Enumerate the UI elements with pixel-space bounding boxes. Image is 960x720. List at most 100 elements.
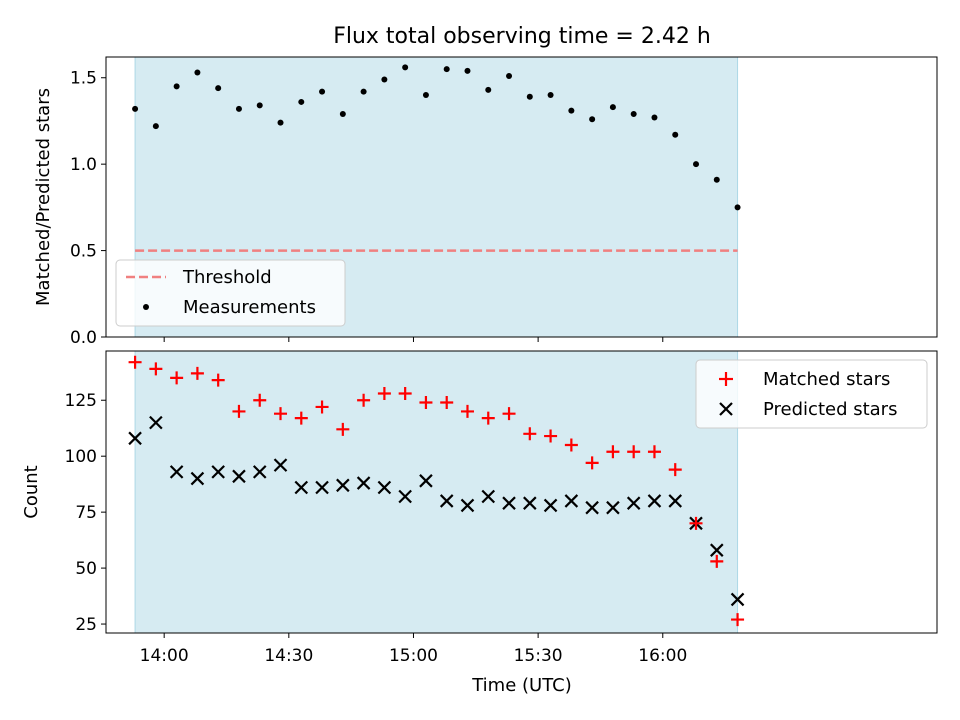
measurement-point [672,131,679,138]
matched-star-point [377,387,391,401]
measurement-point [360,88,367,95]
matched-star-point [606,445,620,459]
matched-star-point [190,366,204,380]
matched-star-point [544,429,558,443]
matched-star-point [232,404,246,418]
predicted-star-point [232,469,246,484]
measurement-point [194,69,201,76]
predicted-star-point [502,496,516,510]
matched-star-point [336,422,350,436]
legend-measurements-label: Measurements [183,297,316,318]
chart-title: Flux total observing time = 2.42 h [333,24,711,49]
y-tick-label: 1.5 [70,69,97,89]
predicted-star-point [377,480,392,495]
predicted-star-point [169,465,184,479]
predicted-star-point [294,480,309,495]
legend-matched-swatch [719,372,733,386]
top-y-axis: 0.0 0.5 1.0 1.5 [70,69,106,348]
matched-star-point [564,438,578,452]
y-tick-label: 125 [65,391,97,411]
measurement-point [734,204,741,211]
matched-star-point [627,445,641,459]
y-tick-label: 75 [75,503,97,523]
measurement-point [152,123,159,130]
bottom-legend: Matched stars Predicted stars [695,359,928,429]
measurement-point [235,105,242,112]
top-axes-frame [105,56,938,338]
x-tick-label: 16:00 [638,646,687,666]
measurement-point [422,92,429,99]
x-tick-label: 15:00 [389,646,438,666]
matched-star-point [523,427,537,441]
measurement-points [132,64,741,211]
predicted-star-point [336,478,350,493]
matched-star-point [481,411,495,425]
measurement-point [506,73,513,80]
measurement-point [443,66,450,73]
measurement-point [298,98,305,105]
bottom-axes-frame [105,350,938,634]
matched-star-point [294,411,308,425]
matched-star-point [502,407,516,421]
predicted-star-point [398,489,412,504]
measurement-point [464,67,471,74]
y-tick-label: 1.0 [70,155,97,175]
measurement-point [402,64,409,71]
predicted-star-point [356,476,371,490]
legend-predicted-label: Predicted stars [763,399,897,420]
predicted-star-point [543,498,558,513]
measurement-point [319,88,326,95]
x-tick-label: 15:30 [514,646,563,666]
predicted-star-point [668,494,683,508]
measurement-point [215,85,222,92]
y-tick-label: 0.0 [70,328,97,348]
legend-measurements-swatch [143,304,149,310]
predicted-star-point [710,543,724,557]
measurement-point [132,105,139,112]
matched-star-point [149,362,163,376]
top-panel: 0.0 0.5 1.0 1.5 Matched/Predicted stars Thr… [33,56,938,348]
matched-star-point [689,516,703,530]
measurement-point [651,114,658,121]
matched-star-point [398,387,412,401]
matched-star-point [710,554,724,568]
top-y-axis-label: Matched/Predicted stars [33,88,54,306]
measurement-point [173,83,180,90]
predicted-star-point [211,465,225,479]
x-tick-label: 14:00 [140,646,189,666]
predicted-star-point [730,592,745,607]
y-tick-label: 0.5 [70,242,97,262]
matched-star-point [460,404,474,418]
bottom-y-axis: 25 50 75 100 125 [65,391,106,635]
matched-star-point [128,355,142,369]
measurement-point [277,119,284,126]
predicted-stars-points [128,415,745,607]
legend-predicted-swatch [719,402,733,416]
predicted-star-point [273,458,288,472]
predicted-star-point [460,498,475,513]
x-tick-label: 14:30 [264,646,313,666]
matched-stars-points [128,355,745,627]
matched-star-point [668,463,682,477]
y-tick-label: 50 [75,559,97,579]
bottom-panel: 25 50 75 100 125 14:00 14:30 15:00 15:30 16:00 C… [21,350,938,696]
measurement-point [568,107,575,114]
matched-star-point [170,371,184,385]
predicted-star-point [439,494,454,508]
predicted-star-point [481,489,496,504]
y-tick-label: 25 [75,615,97,635]
matched-star-point [357,393,371,407]
measurement-point [609,104,616,111]
predicted-star-point [252,465,267,479]
matched-star-point [731,613,745,627]
predicted-star-point [585,500,599,515]
matched-star-point [419,395,433,409]
matched-star-point [585,456,599,470]
measurement-point [485,86,492,93]
predicted-star-point [606,500,620,515]
predicted-star-point [564,494,579,508]
measurement-point [693,161,700,168]
measurement-point [589,116,596,123]
predicted-star-point [419,474,433,488]
